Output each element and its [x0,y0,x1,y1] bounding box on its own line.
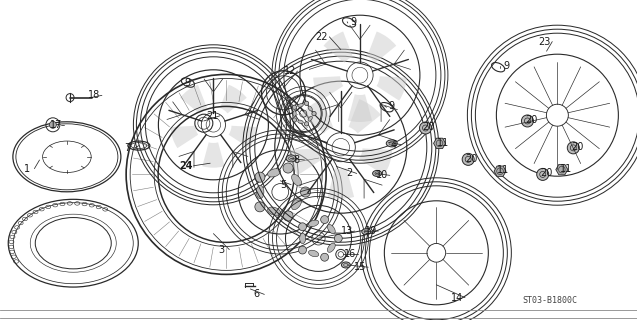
Text: 18: 18 [88,90,101,100]
Circle shape [304,101,309,106]
Circle shape [292,118,297,122]
Text: 9: 9 [185,77,191,88]
Text: ST03-B1800C: ST03-B1800C [523,296,578,305]
Circle shape [320,216,329,224]
Circle shape [522,115,533,127]
Circle shape [283,211,293,221]
Polygon shape [434,138,445,148]
Circle shape [299,223,306,231]
Text: 20: 20 [526,115,538,125]
Text: 11: 11 [436,138,449,148]
Ellipse shape [268,207,280,215]
Wedge shape [348,99,381,133]
Circle shape [312,111,316,116]
Ellipse shape [327,243,335,252]
Text: 22: 22 [315,32,328,42]
Circle shape [50,121,56,128]
Ellipse shape [362,229,371,235]
Circle shape [320,253,329,261]
Wedge shape [180,85,207,113]
Text: 20: 20 [540,168,553,179]
Text: 20: 20 [422,122,434,132]
Ellipse shape [292,198,301,210]
Text: 24: 24 [179,161,193,171]
Text: 9: 9 [350,17,357,27]
Circle shape [292,105,297,109]
Text: 19: 19 [364,226,377,236]
Polygon shape [494,166,506,176]
Text: 10: 10 [376,170,389,180]
Circle shape [255,172,265,182]
Text: 5: 5 [280,180,287,190]
Circle shape [462,153,474,165]
Wedge shape [359,148,392,175]
Text: 2: 2 [346,168,352,179]
Wedge shape [324,31,353,63]
Text: 20: 20 [571,142,583,152]
Ellipse shape [308,116,312,121]
Text: 17: 17 [50,120,62,131]
Ellipse shape [268,169,280,177]
Circle shape [283,163,293,173]
Text: 7: 7 [124,143,131,153]
Text: 6: 6 [254,289,260,300]
Text: 11: 11 [559,164,572,174]
Text: 13: 13 [341,226,354,236]
Text: 15: 15 [354,262,367,272]
Wedge shape [327,168,354,199]
Wedge shape [348,94,372,122]
Polygon shape [556,164,568,175]
Wedge shape [376,76,406,101]
Text: 14: 14 [451,292,464,303]
Wedge shape [289,148,322,175]
Text: 23: 23 [538,36,551,47]
Text: 12: 12 [283,66,296,76]
Ellipse shape [299,233,306,244]
Circle shape [255,202,265,212]
Text: 4: 4 [390,140,397,150]
Wedge shape [229,126,256,148]
Ellipse shape [286,155,296,162]
Text: 9: 9 [503,61,510,71]
Ellipse shape [297,104,303,107]
Ellipse shape [341,262,350,268]
Ellipse shape [256,185,264,199]
Ellipse shape [292,174,301,186]
Circle shape [537,168,548,180]
Text: 1: 1 [24,164,30,174]
Wedge shape [171,126,198,148]
Ellipse shape [308,106,312,111]
Wedge shape [367,31,396,63]
Ellipse shape [308,220,318,227]
Ellipse shape [293,111,296,116]
Text: 21: 21 [206,111,218,121]
Ellipse shape [327,224,335,234]
Text: 16: 16 [344,249,357,260]
Circle shape [301,187,310,197]
Circle shape [334,235,342,242]
Ellipse shape [308,250,318,257]
Wedge shape [220,85,247,113]
Text: 3: 3 [218,244,225,255]
Wedge shape [203,142,224,168]
Text: 11: 11 [497,165,510,175]
Circle shape [568,142,579,154]
Ellipse shape [386,140,397,147]
Wedge shape [301,99,333,133]
Text: 9: 9 [388,101,394,111]
Circle shape [304,122,309,126]
Circle shape [299,246,306,254]
Circle shape [420,122,431,134]
Text: 8: 8 [294,155,300,165]
Text: 20: 20 [465,154,478,164]
Wedge shape [313,76,343,101]
Ellipse shape [373,171,382,176]
Ellipse shape [297,120,303,124]
